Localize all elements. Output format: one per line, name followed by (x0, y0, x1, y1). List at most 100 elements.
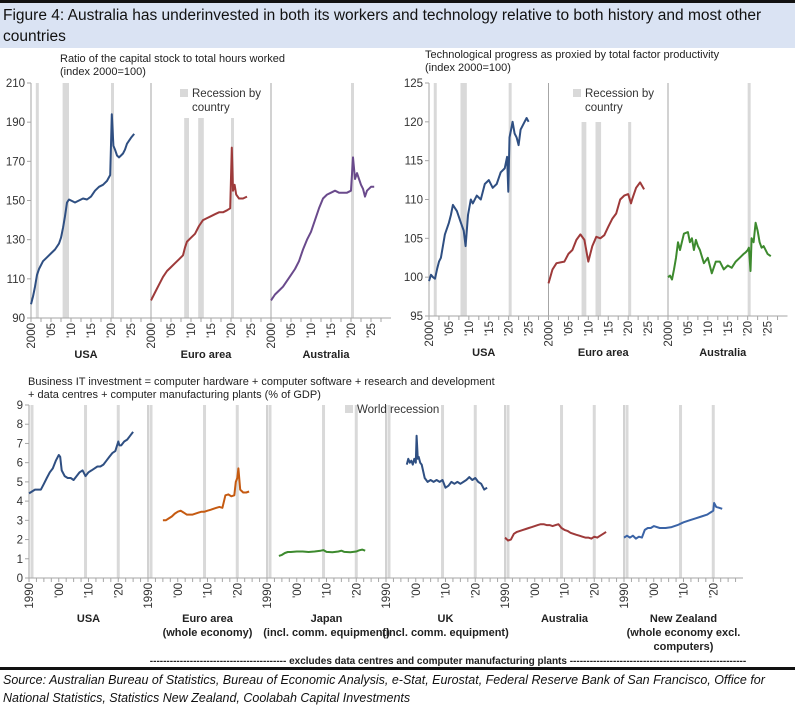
x-tick-label: '05 (46, 323, 58, 338)
x-tick-label: '15 (86, 323, 98, 338)
recession-bar (560, 405, 564, 578)
x-tick-label: 2000 (146, 323, 158, 349)
chart-0-subtitle: (index 2000=100) (60, 66, 146, 78)
panel-label: UK (438, 613, 454, 625)
recession-bar (592, 405, 596, 578)
y-tick-label: 150 (6, 196, 25, 208)
x-tick-label: '10 (464, 321, 476, 336)
recession-bar (595, 122, 602, 316)
x-tick-label: '05 (683, 321, 695, 336)
x-tick-label: '25 (763, 321, 775, 336)
x-tick-label: '10 (203, 583, 215, 598)
panel-sublabel: computers) (654, 641, 714, 653)
recession-bar (351, 83, 354, 318)
bottom-rule (0, 667, 795, 670)
source-note: Source: Australian Bureau of Statistics,… (3, 673, 765, 705)
y-tick-label: 115 (405, 156, 423, 168)
legend-label-cont: country (585, 102, 623, 114)
recession-bar (116, 405, 120, 578)
y-tick-label: 95 (410, 311, 423, 323)
y-tick-label: 9 (17, 400, 23, 412)
recession-bar (679, 405, 683, 578)
x-tick-label: '20 (589, 583, 601, 598)
panel-label: USA (472, 347, 495, 359)
recession-bar (203, 405, 207, 578)
x-tick-label: '20 (346, 323, 358, 338)
y-tick-label: 0 (17, 573, 23, 585)
recession-bar (322, 405, 326, 578)
x-tick-label: '25 (366, 323, 378, 338)
panel-label: USA (74, 349, 97, 361)
x-tick-label: '20 (708, 583, 720, 598)
y-tick-label: 1 (17, 554, 23, 566)
legend-swatch (345, 405, 353, 413)
x-tick-label: '15 (326, 323, 338, 338)
y-tick-label: 8 (17, 419, 23, 431)
x-tick-label: '20 (351, 583, 363, 598)
chart-2-subtitle: + data centres + computer manufacturing … (28, 389, 321, 401)
y-tick-label: 130 (6, 235, 25, 247)
recession-bar (508, 83, 512, 316)
y-tick-label: 170 (6, 156, 25, 168)
y-tick-label: 110 (7, 274, 25, 286)
x-tick-label: '00 (173, 583, 185, 598)
x-tick-label: 1990 (500, 583, 512, 609)
x-tick-label: 1990 (24, 583, 36, 609)
x-tick-label: '20 (504, 321, 516, 336)
x-tick-label: '05 (444, 321, 456, 336)
panel-label: Australia (699, 347, 747, 359)
legend-label: Recession by (585, 88, 654, 100)
x-tick-label: '20 (106, 323, 118, 338)
x-tick-label: 1990 (262, 583, 274, 609)
legend-label: Recession by (192, 88, 261, 100)
y-tick-label: 120 (404, 117, 423, 129)
x-tick-label: '10 (679, 583, 691, 598)
series-line-euro-area (547, 181, 645, 284)
x-tick-label: '20 (623, 321, 635, 336)
y-tick-label: 125 (404, 78, 423, 90)
x-tick-label: '20 (743, 321, 755, 336)
x-tick-label: 2000 (26, 323, 38, 349)
series-line-usa (30, 113, 135, 305)
x-tick-label: '00 (530, 583, 542, 598)
x-tick-label: '05 (563, 321, 575, 336)
x-tick-label: '15 (484, 321, 496, 336)
recession-bar (35, 83, 39, 318)
y-tick-label: 6 (17, 458, 23, 470)
series-line-usa (428, 117, 530, 282)
series-line-new-zealand (623, 502, 723, 540)
x-tick-label: '10 (186, 323, 198, 338)
x-tick-label: 1990 (143, 583, 155, 609)
x-tick-label: '10 (84, 583, 96, 598)
x-tick-label: 1990 (381, 583, 393, 609)
panel-label: Euro area (181, 349, 233, 361)
x-tick-label: '25 (524, 321, 536, 336)
x-tick-label: '15 (603, 321, 615, 336)
panel-label: New Zealand (650, 613, 717, 625)
series-line-australia (270, 156, 375, 301)
panel-sublabel: (whole economy excl. (627, 627, 741, 639)
panel-sublabel: (incl. comm. equipment) (263, 627, 390, 639)
y-tick-label: 110 (405, 195, 423, 207)
panel-label: USA (77, 613, 100, 625)
recession-bar (235, 405, 239, 578)
y-tick-label: 210 (6, 78, 25, 90)
recession-bar (460, 83, 467, 316)
recession-bar (747, 83, 751, 316)
x-tick-label: '10 (583, 321, 595, 336)
panel-label: Australia (302, 349, 350, 361)
panel-label: Japan (311, 613, 343, 625)
panel-label: Euro area (578, 347, 630, 359)
footnote-excludes: ----------------------------------------… (150, 656, 746, 667)
recession-bar (506, 405, 510, 578)
chart-1-title: Technological progress as proxied by tot… (425, 49, 720, 61)
recession-bar (149, 405, 153, 578)
legend-label-cont: country (192, 102, 230, 114)
series-line-euro-area (150, 146, 248, 301)
x-tick-label: '00 (54, 583, 66, 598)
x-tick-label: '10 (322, 583, 334, 598)
x-tick-label: '15 (723, 321, 735, 336)
recession-bar (231, 118, 234, 318)
panel-label: Australia (541, 613, 589, 625)
